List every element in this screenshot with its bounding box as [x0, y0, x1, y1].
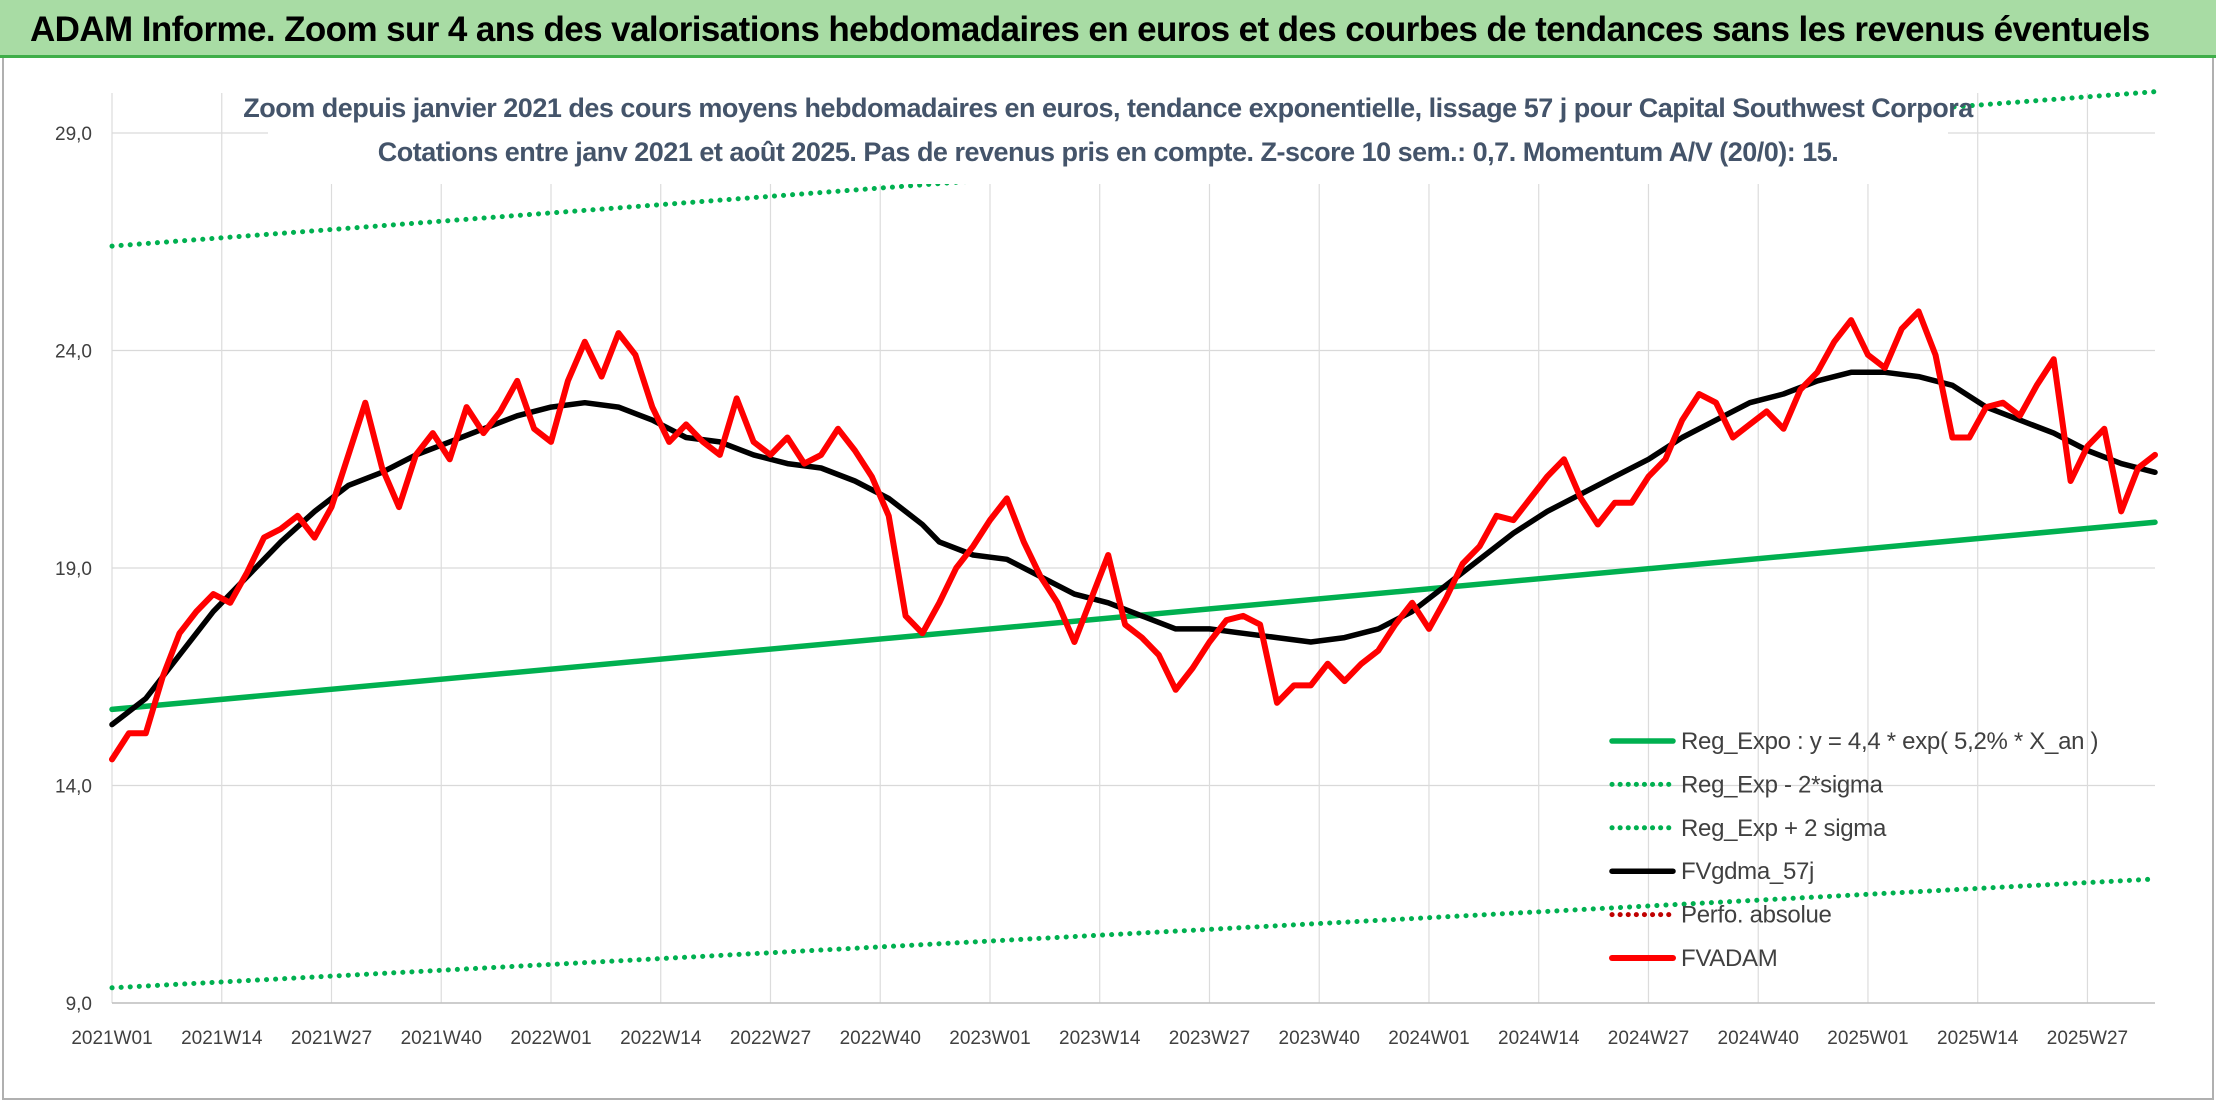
- x-tick-label: 2021W14: [181, 1028, 263, 1049]
- y-tick-label: 14,0: [55, 777, 92, 798]
- x-tick-label: 2025W01: [1827, 1028, 1908, 1049]
- chart-title: Zoom depuis janvier 2021 des cours moyen…: [243, 93, 1974, 123]
- legend-label-0: Reg_Expo : y = 4,4 * exp( 5,2% * X_an ): [1681, 728, 2098, 755]
- y-tick-label: 19,0: [55, 559, 92, 580]
- x-tick-label: 2021W27: [291, 1028, 372, 1049]
- y-tick-label: 24,0: [55, 342, 92, 363]
- title-backdrop: [268, 72, 1948, 184]
- y-tick-label: 29,0: [55, 124, 92, 145]
- chart-series: [109, 89, 2158, 991]
- x-tick-label: 2024W01: [1388, 1028, 1469, 1049]
- report-header: ADAM Informe. Zoom sur 4 ans des valoris…: [0, 0, 2216, 58]
- x-tick-label: 2025W14: [1937, 1028, 2019, 1049]
- series-line-0: [109, 519, 2158, 713]
- legend-label-4: Perfo. absolue: [1681, 902, 1832, 929]
- legend-label-5: FVADAM: [1681, 945, 1777, 972]
- x-tick-label: 2023W01: [949, 1028, 1030, 1049]
- y-tick-label: 9,0: [66, 994, 92, 1015]
- x-tick-label: 2022W01: [510, 1028, 591, 1049]
- chart-legend: Reg_Expo : y = 4,4 * exp( 5,2% * X_an ) R…: [1609, 728, 2099, 972]
- legend-label-2: Reg_Exp + 2 sigma: [1681, 815, 1887, 842]
- chart-subtitle: Cotations entre janv 2021 et août 2025. …: [378, 137, 1839, 167]
- x-tick-label: 2025W27: [2047, 1028, 2128, 1049]
- x-tick-label: 2024W14: [1498, 1028, 1580, 1049]
- x-tick-label: 2021W01: [71, 1028, 152, 1049]
- legend-label-1: Reg_Exp - 2*sigma: [1681, 771, 1884, 798]
- x-tick-label: 2022W14: [620, 1028, 702, 1049]
- x-tick-label: 2024W40: [1718, 1028, 1799, 1049]
- chart-frame: [2, 58, 2214, 1100]
- x-tick-label: 2023W27: [1169, 1028, 1250, 1049]
- x-tick-label: 2021W40: [401, 1028, 482, 1049]
- legend-label-3: FVgdma_57j: [1681, 858, 1814, 885]
- report-title: ADAM Informe. Zoom sur 4 ans des valoris…: [30, 10, 2150, 49]
- x-tick-label: 2022W40: [840, 1028, 921, 1049]
- x-tick-label: 2023W14: [1059, 1028, 1141, 1049]
- series-line-5: [109, 308, 2158, 763]
- chart-axes: 9,0 14,0 19,0 24,0 29,0 2021W01 2021W14 2021W27…: [55, 124, 2155, 1049]
- x-tick-label: 2023W40: [1279, 1028, 1360, 1049]
- x-tick-label: 2024W27: [1608, 1028, 1689, 1049]
- series-line-1: [109, 876, 2158, 991]
- x-tick-label: 2022W27: [730, 1028, 811, 1049]
